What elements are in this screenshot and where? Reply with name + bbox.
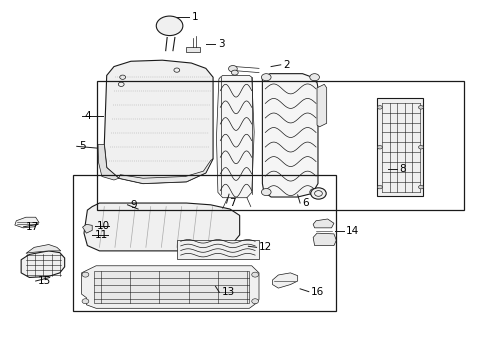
Circle shape (261, 189, 270, 195)
Polygon shape (119, 159, 213, 184)
Polygon shape (26, 244, 61, 253)
Text: 5: 5 (79, 141, 85, 151)
Text: 1: 1 (191, 12, 198, 22)
Text: 15: 15 (38, 276, 51, 286)
Circle shape (310, 188, 325, 199)
Circle shape (418, 145, 423, 149)
Polygon shape (312, 219, 333, 228)
Text: 9: 9 (130, 200, 136, 210)
Circle shape (251, 299, 258, 304)
Circle shape (309, 74, 319, 81)
Polygon shape (98, 145, 119, 180)
Bar (377, 99, 423, 196)
Polygon shape (272, 273, 297, 288)
Polygon shape (81, 266, 259, 308)
Bar (94, 271, 249, 303)
Circle shape (228, 66, 237, 72)
Text: 10: 10 (97, 221, 110, 231)
Polygon shape (82, 224, 92, 233)
Polygon shape (177, 240, 259, 259)
Circle shape (231, 70, 238, 75)
Polygon shape (262, 74, 317, 197)
Text: 8: 8 (398, 165, 405, 174)
Circle shape (251, 272, 258, 277)
Polygon shape (312, 233, 336, 246)
Bar (186, 47, 200, 53)
Text: 6: 6 (302, 198, 308, 208)
Polygon shape (84, 203, 239, 251)
Text: 12: 12 (259, 242, 272, 252)
Text: 3: 3 (218, 39, 224, 49)
Text: 4: 4 (84, 111, 90, 121)
Bar (97, 81, 464, 210)
Circle shape (377, 105, 382, 109)
Polygon shape (104, 60, 213, 184)
Circle shape (261, 74, 270, 81)
Text: 14: 14 (346, 226, 359, 237)
Polygon shape (15, 217, 39, 228)
Text: 13: 13 (222, 287, 235, 297)
Circle shape (377, 145, 382, 149)
Ellipse shape (156, 16, 183, 36)
Circle shape (418, 185, 423, 189)
Text: 2: 2 (283, 60, 289, 70)
Polygon shape (21, 251, 64, 278)
Text: 7: 7 (228, 198, 235, 208)
Text: 17: 17 (26, 222, 39, 232)
Polygon shape (216, 76, 254, 198)
Circle shape (418, 105, 423, 109)
Bar (73, 175, 336, 311)
Circle shape (82, 272, 89, 277)
Text: 16: 16 (310, 287, 324, 297)
Polygon shape (316, 84, 326, 127)
Circle shape (82, 299, 89, 304)
Circle shape (377, 185, 382, 189)
Text: 11: 11 (95, 230, 108, 240)
Circle shape (309, 189, 319, 195)
